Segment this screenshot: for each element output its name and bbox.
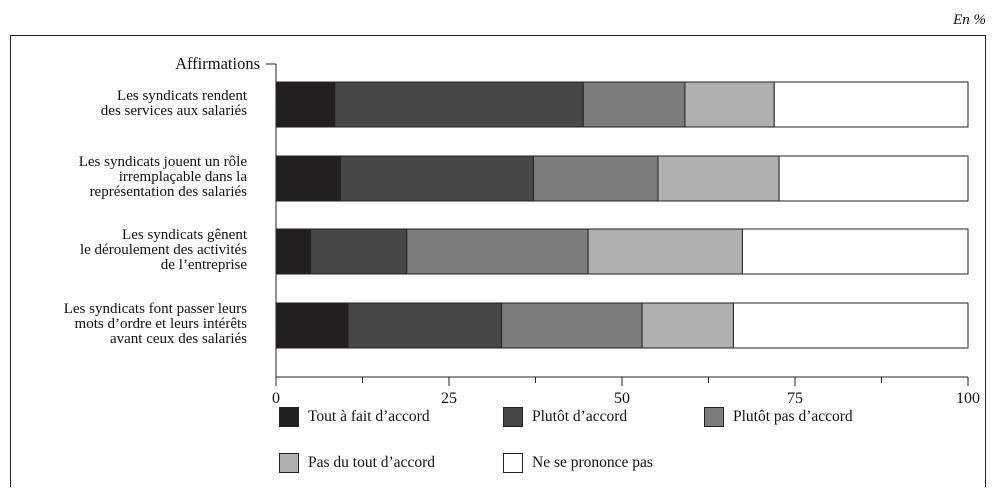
bar-segment bbox=[741, 228, 969, 275]
bar-segment bbox=[641, 302, 734, 349]
legend-item: Plutôt pas d’accord bbox=[704, 407, 853, 427]
bar-segment bbox=[587, 228, 743, 275]
legend-swatch bbox=[704, 407, 724, 427]
chart-frame: Affirmations 0 25 50 75 100 Les syndicats ren… bbox=[10, 35, 986, 487]
x-tick-label: 50 bbox=[614, 390, 630, 407]
bar-segment bbox=[532, 155, 659, 202]
legend-item: Tout à fait d’accord bbox=[279, 407, 430, 427]
bar-segment bbox=[582, 81, 686, 128]
legend-swatch bbox=[503, 407, 523, 427]
bar-segment bbox=[657, 155, 780, 202]
bar-segment bbox=[275, 228, 312, 275]
legend-item: Plutôt d’accord bbox=[503, 407, 627, 427]
bar-segment bbox=[339, 155, 534, 202]
legend-swatch bbox=[503, 453, 523, 473]
legend-item: Pas du tout d’accord bbox=[279, 453, 435, 473]
bar-segment bbox=[275, 81, 336, 128]
bar-segment bbox=[684, 81, 775, 128]
bar-segment bbox=[347, 302, 503, 349]
unit-label: En % bbox=[953, 12, 986, 28]
bar-segment bbox=[406, 228, 589, 275]
bar-segment bbox=[275, 302, 349, 349]
y-axis-title: Affirmations bbox=[175, 54, 260, 73]
legend-swatch bbox=[279, 407, 299, 427]
x-tick-label: 0 bbox=[272, 390, 280, 407]
x-tick-label: 25 bbox=[441, 390, 457, 407]
legend-item: Ne se prononce pas bbox=[503, 453, 653, 473]
category-label: Les syndicats gênent le déroulement des a… bbox=[79, 227, 247, 273]
category-label: Les syndicats font passer leurs mots d’or… bbox=[63, 301, 247, 347]
legend-swatch bbox=[279, 453, 299, 473]
x-tick-label: 75 bbox=[787, 390, 803, 407]
legend-label: Pas du tout d’accord bbox=[308, 454, 435, 471]
category-label: Les syndicats jouent un rôle irremplaçabl… bbox=[78, 154, 247, 200]
category-label: Les syndicats rendent des services aux sa… bbox=[100, 87, 247, 119]
bar-segment bbox=[778, 155, 969, 202]
bar-segment bbox=[501, 302, 643, 349]
bar-segment bbox=[310, 228, 408, 275]
legend-label: Plutôt d’accord bbox=[532, 408, 628, 425]
x-tick-label: 100 bbox=[956, 390, 980, 407]
legend-label: Ne se prononce pas bbox=[532, 454, 653, 471]
bar-segment bbox=[275, 155, 341, 202]
bar-segment bbox=[773, 81, 969, 128]
legend-label: Plutôt pas d’accord bbox=[733, 408, 853, 425]
stacked-bar-chart: Affirmations 0 25 50 75 100 bbox=[175, 54, 980, 407]
bar-segment bbox=[334, 81, 584, 128]
legend-label: Tout à fait d’accord bbox=[308, 408, 430, 425]
bar-segment bbox=[732, 302, 969, 349]
